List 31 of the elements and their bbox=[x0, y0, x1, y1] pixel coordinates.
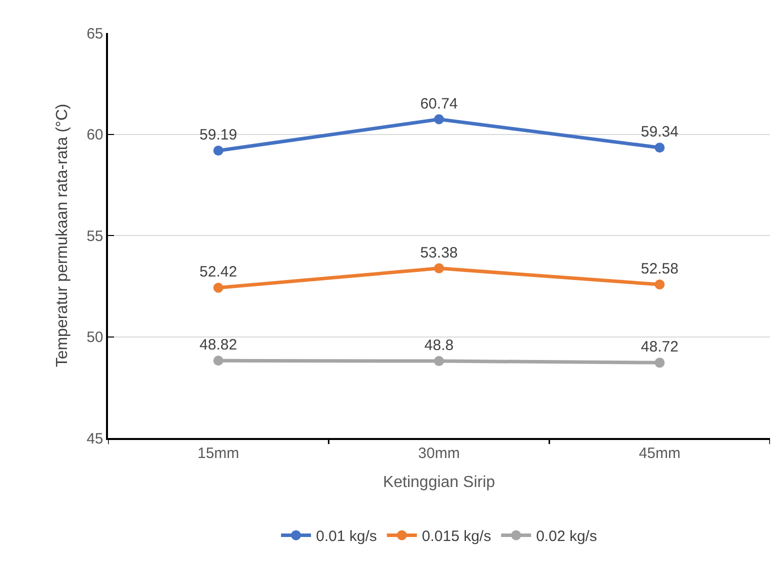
point bbox=[434, 356, 444, 366]
point bbox=[434, 263, 444, 274]
point bbox=[654, 142, 665, 153]
legend-label: 0.02 kg/s bbox=[536, 528, 597, 546]
point bbox=[654, 358, 665, 368]
data-label: 48.72 bbox=[640, 338, 678, 356]
x-axis-title: Ketinggian Sirip bbox=[382, 474, 496, 491]
data-label: 59.19 bbox=[200, 126, 238, 144]
y-tick-label: 45 bbox=[86, 430, 104, 448]
y-tick-label: 55 bbox=[86, 228, 104, 245]
data-label: 52.58 bbox=[640, 260, 678, 278]
point bbox=[654, 280, 665, 290]
point bbox=[434, 114, 444, 124]
y-tick-label: 50 bbox=[86, 329, 104, 346]
data-label: 48.8 bbox=[424, 337, 454, 354]
point bbox=[213, 356, 224, 366]
y-tick-label: 60 bbox=[86, 126, 104, 144]
x-tick-label: 30mm bbox=[418, 444, 460, 462]
data-label: 59.34 bbox=[640, 124, 678, 141]
legend-label: 0.015 kg/s bbox=[422, 528, 492, 546]
x-tick-label: 15mm bbox=[197, 444, 240, 462]
data-label: 60.74 bbox=[420, 95, 458, 112]
point bbox=[213, 282, 224, 293]
legend-label: 0.01 kg/s bbox=[316, 528, 377, 546]
y-tick-label: 65 bbox=[86, 25, 104, 42]
data-label: 53.38 bbox=[420, 244, 458, 262]
point bbox=[213, 146, 224, 156]
data-label: 52.42 bbox=[200, 264, 238, 281]
x-tick-label: 45mm bbox=[638, 444, 681, 462]
y-axis-title: Temperatur permukaan rata-rata (°C) bbox=[54, 104, 71, 368]
data-label: 48.82 bbox=[200, 336, 238, 354]
